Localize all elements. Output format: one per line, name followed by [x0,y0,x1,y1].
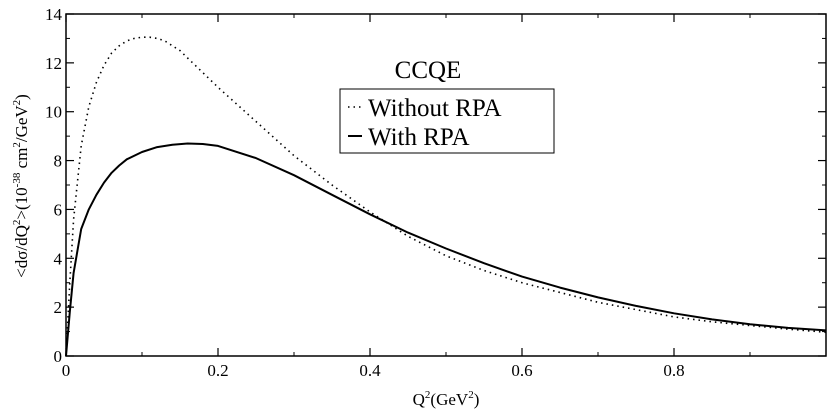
y-label-part: /GeV [12,105,31,143]
y-tick-label: 12 [45,54,62,73]
y-label-sup: 2 [11,142,23,148]
x-tick-label: 0 [62,361,71,380]
axis-ticks: 0 2 4 6 8 10 12 14 0 0.2 0.4 0.6 0.8 [45,5,826,380]
legend: Without RPA With RPA [339,88,555,154]
x-label-sup: 2 [425,389,431,401]
legend-box [339,88,555,154]
x-label-sup: 2 [468,389,474,401]
y-tick-label: 2 [54,298,63,317]
y-tick-label: 6 [54,200,63,219]
y-label-sup: 2 [11,100,23,106]
y-tick-label: 14 [45,5,63,24]
y-label-part: <dσ/dQ [12,225,31,278]
y-axis-label: <dσ/dQ2>(10-38 cm2/GeV2) [11,94,31,278]
x-tick-label: 0.2 [207,361,228,380]
y-label-part: >(10 [12,187,31,219]
series-line-without-rpa [65,36,827,357]
x-axis-label: Q2(GeV2) [413,389,480,409]
x-tick-label: 0.4 [359,361,381,380]
plot-frame [65,13,827,357]
y-label-part: ) [12,94,31,100]
y-label-part: cm [12,148,31,173]
y-tick-label: 0 [54,347,63,366]
y-tick-label: 4 [54,249,63,268]
x-label-part: Q [413,390,425,409]
x-label-part: ) [474,390,480,409]
y-tick-label: 8 [54,152,63,171]
legend-label-without-rpa: Without RPA [368,95,502,122]
x-tick-label: 0.6 [511,361,532,380]
x-tick-label: 0.8 [663,361,684,380]
legend-label-with-rpa: With RPA [368,124,470,151]
x-label-part: (GeV [430,390,468,409]
series-layer [65,36,827,357]
chart-title: CCQE [395,57,462,84]
y-label-sup: -38 [11,172,23,187]
y-tick-label: 10 [45,103,62,122]
series-line-with-rpa [65,142,827,357]
y-label-sup: 2 [11,220,23,226]
